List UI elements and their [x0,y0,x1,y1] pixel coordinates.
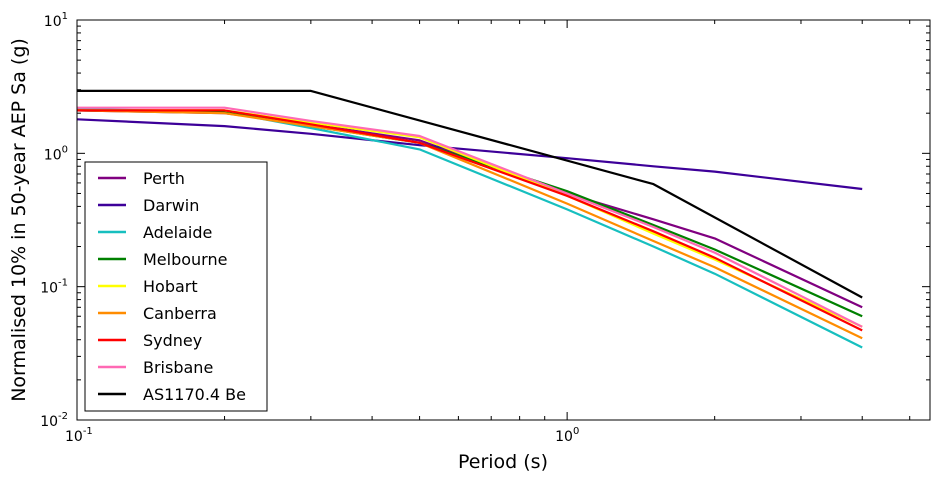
plot-frame [76,19,931,421]
series-line-as1170-4-be [77,89,863,299]
y-tick-label: 100 [44,144,68,163]
y-axis-label: Normalised 10% in 50-year AEP Sa (g) [8,38,30,402]
series-line-sydney [77,109,863,332]
legend-label: AS1170.4 Be [143,385,246,404]
legend-label: Darwin [143,196,199,215]
series-line-brisbane [77,106,863,328]
legend-label: Perth [143,169,185,188]
y-tick-label: 10-2 [40,411,68,430]
legend-label: Brisbane [143,358,213,377]
series-line-canberra [76,109,863,340]
legend-label: Hobart [143,277,198,296]
x-tick-label: 100 [555,426,579,445]
plot-lines [76,89,863,349]
y-tick-label: 101 [44,11,68,30]
legend-label: Melbourne [143,250,227,269]
legend-label: Canberra [143,304,217,323]
y-tick-label: 10-1 [40,278,68,297]
x-axis-label: Period (s) [458,451,548,473]
legend-label: Adelaide [143,223,212,242]
legend-label: Sydney [143,331,202,350]
axis-ticks [76,19,930,421]
legend: Perth Darwin Adelaide Melbourne Hobart Canber… [84,161,268,412]
x-tick-label: 10-1 [65,426,93,445]
series-line-darwin [76,118,863,191]
